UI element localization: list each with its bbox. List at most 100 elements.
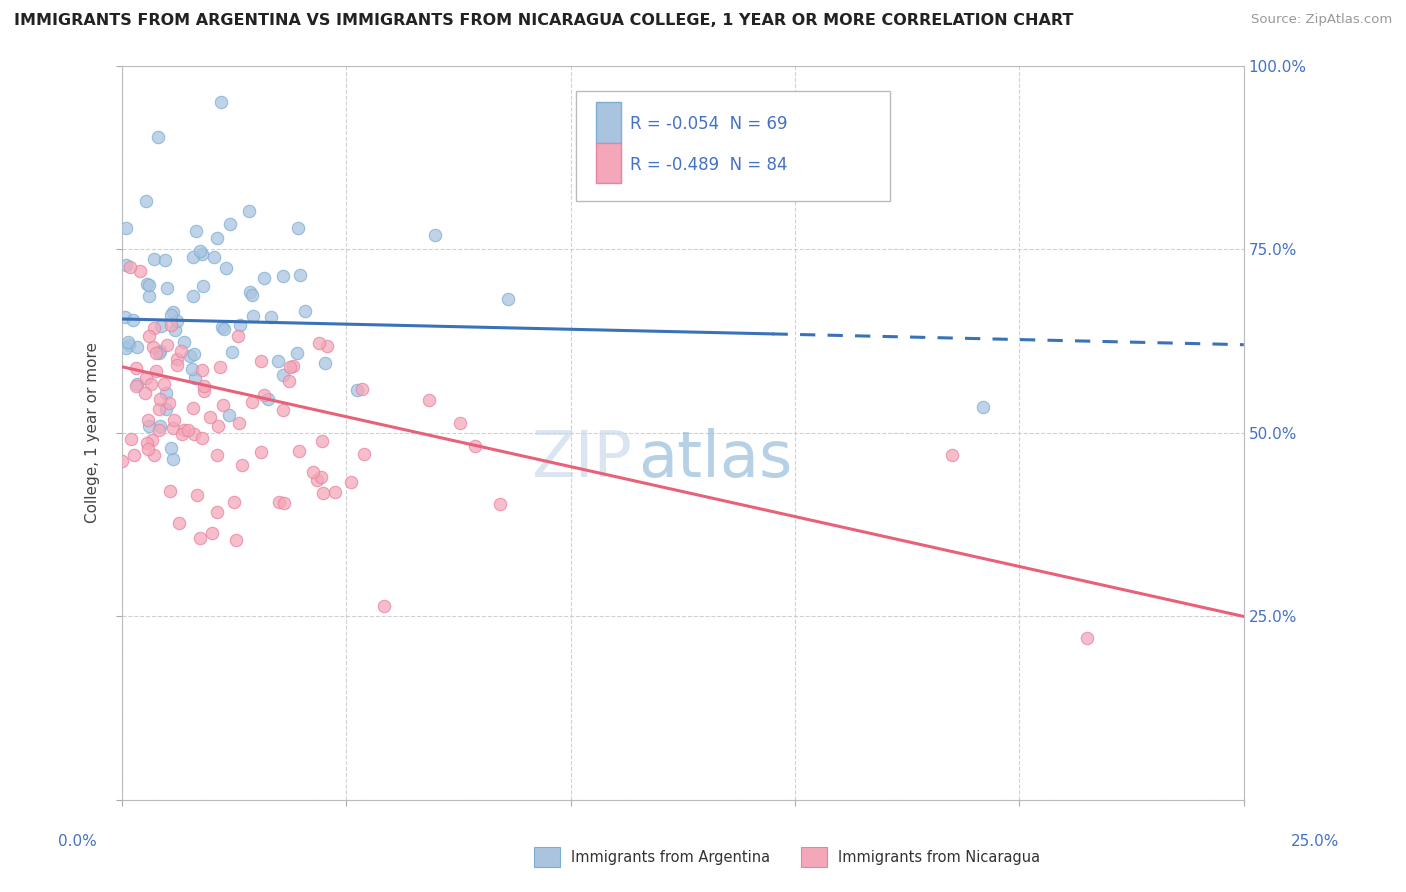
Point <box>496 293 519 307</box>
Point <box>242 309 264 323</box>
Point <box>155 386 177 401</box>
Point <box>122 448 145 462</box>
Point <box>464 439 486 453</box>
Point <box>163 412 186 426</box>
Point <box>138 277 160 292</box>
Point <box>224 495 246 509</box>
Point <box>294 304 316 318</box>
Point <box>278 360 301 375</box>
Point <box>277 374 299 388</box>
Point <box>271 402 294 417</box>
Point <box>273 496 295 510</box>
Point <box>257 392 280 406</box>
Point <box>118 260 141 274</box>
Point <box>253 270 276 285</box>
Point <box>207 418 229 433</box>
Bar <box>596 103 621 143</box>
Point <box>138 289 160 303</box>
Text: 0.0%: 0.0% <box>58 834 97 848</box>
Point <box>125 361 148 376</box>
Point <box>125 377 148 392</box>
Point <box>169 516 191 530</box>
Point <box>325 485 347 500</box>
Point <box>373 599 395 613</box>
Point <box>156 338 179 352</box>
Point <box>148 424 170 438</box>
Point <box>240 395 263 409</box>
Point <box>209 95 232 110</box>
Point <box>309 470 332 484</box>
Point <box>260 310 283 324</box>
Point <box>307 473 329 487</box>
Point <box>179 349 201 363</box>
Point <box>111 454 134 468</box>
Point <box>134 385 156 400</box>
Point <box>221 345 243 359</box>
Point <box>150 319 173 334</box>
Point <box>127 340 149 354</box>
Point <box>225 533 247 548</box>
Point <box>177 423 200 437</box>
Point <box>156 281 179 295</box>
Point <box>159 308 181 322</box>
Point <box>114 310 136 325</box>
Point <box>183 427 205 442</box>
Point <box>138 329 160 343</box>
Point <box>120 432 142 446</box>
Point <box>183 250 205 264</box>
Point <box>148 343 170 358</box>
Point <box>162 452 184 467</box>
Point <box>141 433 163 447</box>
Point <box>128 264 150 278</box>
Point <box>972 400 994 414</box>
Point <box>315 339 337 353</box>
Point <box>142 321 165 335</box>
Point <box>163 323 186 337</box>
Point <box>212 322 235 336</box>
Point <box>238 203 260 218</box>
Point <box>353 447 375 461</box>
Point <box>308 336 330 351</box>
Point <box>267 495 290 509</box>
Point <box>184 370 207 384</box>
Point <box>1076 632 1098 646</box>
Point <box>288 268 311 283</box>
Point <box>312 485 335 500</box>
Point <box>124 379 146 393</box>
Point <box>159 318 181 332</box>
Point <box>239 285 262 299</box>
Point <box>207 448 229 462</box>
Point <box>121 312 143 326</box>
Point <box>115 258 138 272</box>
Point <box>142 448 165 462</box>
Text: Source: ZipAtlas.com: Source: ZipAtlas.com <box>1251 13 1392 27</box>
Point <box>170 343 193 358</box>
Point <box>190 431 212 445</box>
Point <box>181 362 204 376</box>
Point <box>314 356 336 370</box>
Point <box>271 368 294 382</box>
Point <box>311 434 333 448</box>
Point <box>193 379 215 393</box>
Point <box>148 346 170 360</box>
Text: IMMIGRANTS FROM ARGENTINA VS IMMIGRANTS FROM NICARAGUA COLLEGE, 1 YEAR OR MORE C: IMMIGRANTS FROM ARGENTINA VS IMMIGRANTS … <box>14 13 1073 29</box>
Point <box>205 230 228 244</box>
Point <box>253 387 276 401</box>
Point <box>153 377 176 392</box>
Point <box>340 475 363 489</box>
Point <box>346 383 368 397</box>
Point <box>173 423 195 437</box>
Y-axis label: College, 1 year or more: College, 1 year or more <box>86 343 100 524</box>
Point <box>166 358 188 372</box>
Point <box>201 525 224 540</box>
Point <box>188 244 211 259</box>
Point <box>149 418 172 433</box>
Point <box>198 409 221 424</box>
Text: R = -0.489  N = 84: R = -0.489 N = 84 <box>630 156 787 174</box>
Point <box>191 279 214 293</box>
Point <box>450 417 472 431</box>
Point <box>162 421 184 435</box>
Point <box>153 253 176 268</box>
Point <box>231 458 253 472</box>
Point <box>135 194 157 208</box>
